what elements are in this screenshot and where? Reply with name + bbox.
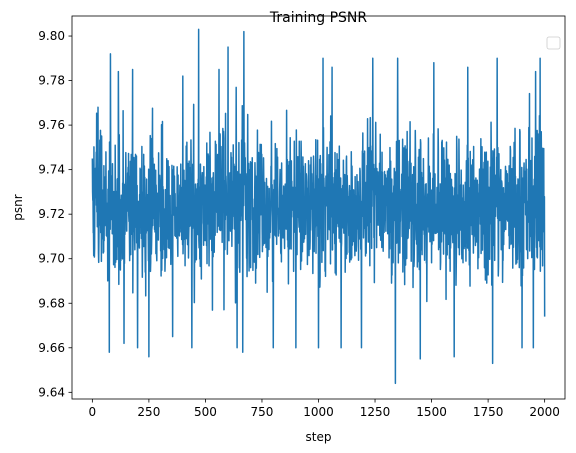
y-tick-label: 9.78 <box>38 74 65 88</box>
x-tick-label: 1000 <box>303 405 334 419</box>
x-tick-label: 1500 <box>416 405 447 419</box>
psnr-series-line <box>91 28 546 385</box>
x-axis-ticks: 0 250 500 750 1000 1250 1500 1750 2000 <box>89 399 560 419</box>
y-tick-label: 9.66 <box>38 341 65 355</box>
y-tick-label: 9.68 <box>38 296 65 310</box>
y-tick-label: 9.76 <box>38 118 65 132</box>
x-tick-label: 750 <box>251 405 274 419</box>
plot-area <box>91 28 546 385</box>
y-tick-label: 9.70 <box>38 252 65 266</box>
x-tick-label: 2000 <box>529 405 560 419</box>
x-tick-label: 1250 <box>360 405 391 419</box>
y-tick-label: 9.74 <box>38 163 65 177</box>
y-tick-label: 9.80 <box>38 29 65 43</box>
x-tick-label: 0 <box>89 405 97 419</box>
y-axis-ticks: 9.64 9.66 9.68 9.70 9.72 9.74 9.76 9.78 9.80 <box>38 29 72 399</box>
x-tick-label: 250 <box>137 405 160 419</box>
x-tick-label: 1750 <box>473 405 504 419</box>
y-tick-label: 9.72 <box>38 207 65 221</box>
y-axis-label: psnr <box>11 194 25 220</box>
x-tick-label: 500 <box>194 405 217 419</box>
legend-box <box>546 36 561 50</box>
x-axis-label: step <box>306 430 332 444</box>
y-tick-label: 9.64 <box>38 385 65 399</box>
chart-title: Training PSNR <box>269 10 367 26</box>
